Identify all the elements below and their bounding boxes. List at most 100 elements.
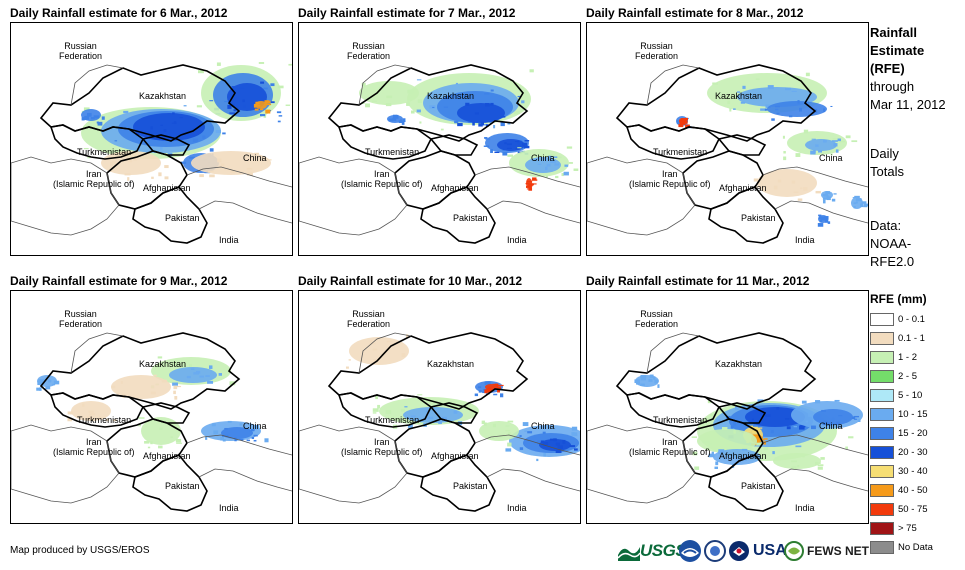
sidebar-title-line-3: (RFE) (870, 61, 905, 76)
sidebar-through-label: through (870, 79, 915, 94)
rainfall-area (634, 374, 660, 388)
country-label-pakistan: Pakistan (741, 481, 776, 491)
country-label-afghanistan: Afghanistan (431, 451, 479, 461)
legend-swatch (870, 465, 894, 478)
fewsnet-logo-text: FEWS NET (807, 544, 869, 558)
country-label-iran: Iran (Islamic Republic of) (53, 437, 135, 457)
panel-title-2: Daily Rainfall estimate for 7 Mar., 2012 (298, 6, 516, 20)
country-border (49, 124, 145, 160)
country-label-china: China (243, 153, 267, 163)
country-border (420, 186, 496, 244)
map-panel-2: Russian Federation Kazakhstan Turkmenistan I… (298, 22, 581, 256)
sidebar-data-line-2: NOAA- (870, 236, 912, 251)
country-border (717, 134, 767, 156)
country-border (429, 134, 479, 156)
rainfall-area (539, 438, 578, 454)
country-border (186, 434, 292, 492)
country-label-turkmenistan: Turkmenistan (653, 415, 708, 425)
fewsnet-globe-icon (784, 541, 804, 561)
legend-swatch (870, 389, 894, 402)
rainfall-area (525, 177, 538, 191)
country-label-turkmenistan: Turkmenistan (77, 415, 132, 425)
country-label-china: China (819, 153, 843, 163)
country-label-india: India (795, 503, 815, 513)
country-label-china: China (531, 421, 555, 431)
country-label-turkmenistan: Turkmenistan (365, 147, 420, 157)
country-border (141, 134, 191, 156)
sidebar-title-line-1: Rainfall (870, 25, 917, 40)
legend-label: 1 - 2 (898, 352, 918, 363)
country-border (141, 402, 191, 424)
country-border (11, 156, 120, 236)
country-label-india: India (219, 235, 239, 245)
rainfall-map (587, 64, 868, 244)
country-border (762, 434, 868, 492)
country-border (132, 454, 208, 512)
usgs-logo-text: USGS (640, 541, 687, 560)
legend-swatch (870, 408, 894, 421)
country-label-iran: Iran (Islamic Republic of) (341, 169, 423, 189)
country-border (625, 124, 721, 160)
country-border (132, 186, 208, 244)
country-border (358, 332, 412, 374)
country-label-russia: Russian Federation (347, 41, 391, 61)
country-label-afghanistan: Afghanistan (143, 183, 191, 193)
country-border (186, 166, 292, 224)
country-label-kazakhstan: Kazakhstan (427, 91, 475, 101)
country-label-russia: Russian Federation (59, 41, 103, 61)
sidebar-data-line-3: RFE2.0 (870, 254, 915, 269)
legend-label: 15 - 20 (898, 428, 928, 439)
commerce-seal-icon (704, 540, 726, 562)
country-label-turkmenistan: Turkmenistan (653, 147, 708, 157)
country-label-kazakhstan: Kazakhstan (139, 91, 187, 101)
country-label-china: China (819, 421, 843, 431)
rainfall-area (221, 427, 258, 442)
sidebar-title: Rainfall Estimate (RFE) through Mar 11, … (870, 24, 946, 114)
map-panel-5: Russian Federation Kazakhstan Turkmenistan I… (298, 290, 581, 524)
legend-label: 10 - 15 (898, 409, 928, 420)
country-border (11, 424, 120, 504)
country-border (708, 454, 784, 512)
map-panel-3: Russian Federation Kazakhstan Turkmenistan I… (586, 22, 869, 256)
panel-title-6: Daily Rainfall estimate for 11 Mar., 201… (586, 274, 810, 288)
rainfall-area (253, 100, 272, 114)
country-label-kazakhstan: Kazakhstan (427, 359, 475, 369)
country-border (646, 64, 700, 106)
legend-swatch (870, 351, 894, 364)
legend-label: 20 - 30 (898, 447, 928, 458)
country-label-india: India (507, 503, 527, 513)
country-label-china: China (243, 421, 267, 431)
rainfall-area (708, 448, 761, 469)
country-border (49, 392, 145, 428)
country-border (394, 150, 476, 210)
country-border (717, 402, 767, 424)
legend-title: RFE (mm) (870, 292, 927, 306)
rainfall-map (11, 332, 292, 512)
rainfall-area (67, 401, 117, 422)
country-label-india: India (219, 503, 239, 513)
legend-swatch (870, 522, 894, 535)
dept-commerce-logo (704, 537, 726, 565)
rainfall-area (111, 374, 182, 400)
country-label-china: China (531, 153, 555, 163)
rainfall-area (678, 117, 690, 128)
country-border (299, 424, 408, 504)
country-label-iran: Iran (Islamic Republic of) (629, 437, 711, 457)
usaid-seal-icon (729, 541, 749, 561)
panel-title-3: Daily Rainfall estimate for 8 Mar., 2012 (586, 6, 804, 20)
country-border (474, 166, 580, 224)
panel-title-4: Daily Rainfall estimate for 9 Mar., 2012 (10, 274, 228, 288)
sidebar-totals-line-2: Totals (870, 164, 904, 179)
country-border (708, 186, 784, 244)
country-border (337, 124, 433, 160)
legend-label: 50 - 75 (898, 504, 928, 515)
rainfall-area (387, 114, 406, 125)
rainfall-area (191, 151, 272, 178)
country-label-turkmenistan: Turkmenistan (365, 415, 420, 425)
map-panel-4: Russian Federation Kazakhstan Turkmenistan I… (10, 290, 293, 524)
country-border (106, 418, 188, 478)
country-label-pakistan: Pakistan (165, 213, 200, 223)
panel-title-5: Daily Rainfall estimate for 10 Mar., 201… (298, 274, 523, 288)
rainfall-area (773, 453, 825, 470)
country-label-kazakhstan: Kazakhstan (715, 359, 763, 369)
